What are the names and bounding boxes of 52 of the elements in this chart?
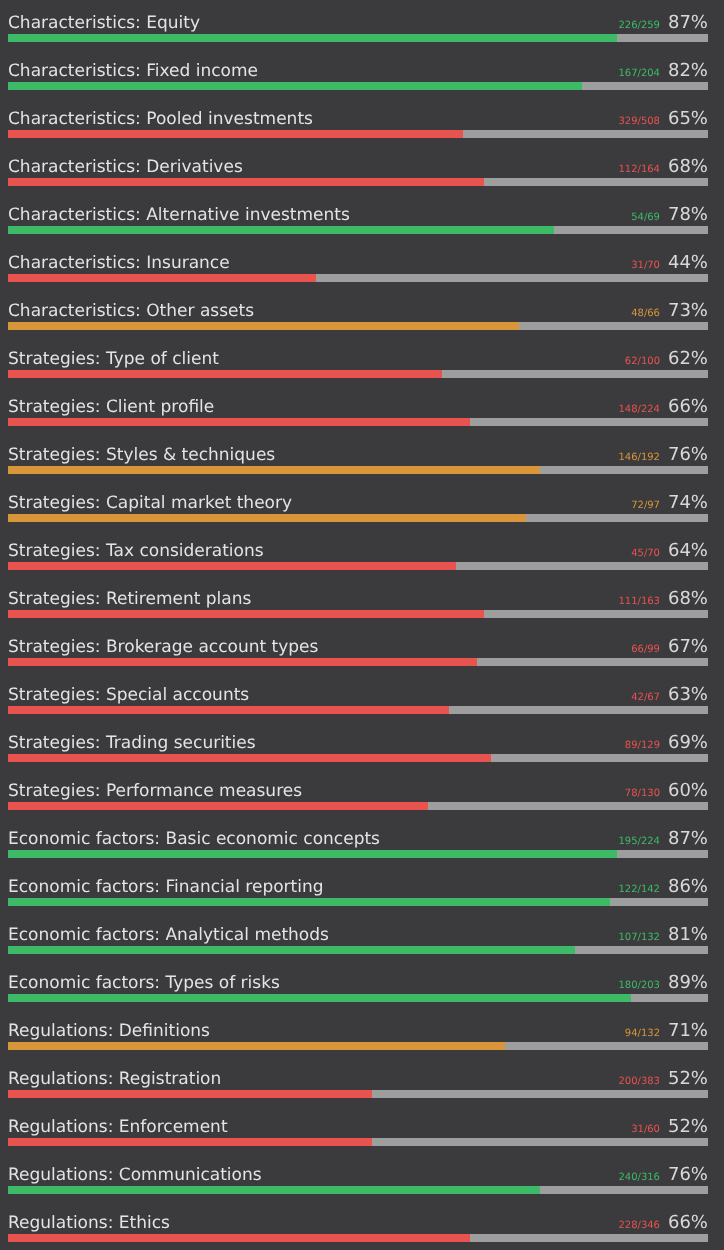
- y-tick-label: Strategies: Special accounts: [8, 686, 251, 706]
- data-label: 63%: [667, 686, 709, 706]
- y-tick-label: Characteristics: Equity: [8, 14, 200, 34]
- y-tick-label: Strategies: Trading securities: [8, 734, 257, 754]
- y-tick-label: Strategies: Tax considerations: [8, 542, 265, 562]
- y-tick-label: Characteristics: Derivatives: [8, 158, 244, 178]
- data-label: 66%: [667, 1214, 709, 1234]
- y-tick-label: Regulations: Definitions: [8, 1022, 212, 1042]
- y-tick-label: Regulations: Communications: [8, 1166, 263, 1186]
- data-label: 64%: [667, 542, 709, 562]
- y-tick-label: Economic factors: Analytical methods: [8, 926, 331, 946]
- y-tick-label: Strategies: Performance measures: [8, 782, 304, 802]
- data-label: 76%: [667, 446, 709, 466]
- y-tick-label: Characteristics: Alternative investments: [8, 206, 351, 226]
- y-tick-label: Characteristics: Other assets: [8, 302, 256, 322]
- data-label: 82%: [667, 62, 709, 82]
- y-tick-label: Strategies: Type of client: [8, 350, 221, 370]
- y-tick-label: Regulations: Ethics: [8, 1214, 172, 1234]
- data-label: 69%: [667, 734, 709, 754]
- data-label: 71%: [667, 1022, 709, 1042]
- data-label: 65%: [667, 110, 709, 130]
- y-tick-label: Economic factors: Types of risks: [8, 974, 281, 994]
- data-label: 87%: [667, 14, 709, 34]
- y-tick-label: Regulations: Registration: [8, 1070, 222, 1090]
- data-label: 81%: [667, 926, 709, 946]
- data-label: 76%: [667, 1166, 709, 1186]
- data-label: 86%: [667, 878, 709, 898]
- data-label: 44%: [667, 254, 709, 274]
- y-tick-label: Economic factors: Financial reporting: [8, 878, 324, 898]
- y-tick-label: Characteristics: Pooled investments: [8, 110, 315, 130]
- data-label: 74%: [667, 494, 709, 514]
- y-tick-label: Strategies: Client profile: [8, 398, 215, 418]
- y-tick-label: Strategies: Brokerage account types: [8, 638, 320, 658]
- data-label: 62%: [667, 350, 709, 370]
- y-tick-label: Characteristics: Insurance: [8, 254, 230, 274]
- y-tick-label: Characteristics: Fixed income: [8, 62, 258, 82]
- y-tick-label: Economic factors: Basic economic concepts: [8, 830, 382, 850]
- data-label: 67%: [667, 638, 709, 658]
- data-label: 52%: [667, 1118, 709, 1138]
- data-label: 68%: [667, 590, 709, 610]
- data-label: 89%: [667, 974, 709, 994]
- data-label: 73%: [667, 302, 709, 322]
- data-label: 87%: [667, 830, 709, 850]
- y-tick-label: Strategies: Retirement plans: [8, 590, 253, 610]
- data-label: 52%: [667, 1070, 709, 1090]
- y-tick-label: Strategies: Capital market theory: [8, 494, 293, 514]
- data-label: 68%: [667, 158, 709, 178]
- y-tick-label: Strategies: Styles & techniques: [8, 446, 277, 466]
- y-tick-label: Regulations: Enforcement: [8, 1118, 229, 1138]
- data-label: 78%: [667, 206, 709, 226]
- data-label: 66%: [667, 398, 709, 418]
- data-label: 60%: [667, 782, 709, 802]
